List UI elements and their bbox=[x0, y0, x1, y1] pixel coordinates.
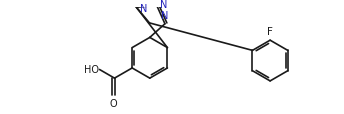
Text: N: N bbox=[160, 0, 168, 10]
Text: F: F bbox=[267, 26, 273, 36]
Text: N: N bbox=[140, 4, 148, 14]
Text: O: O bbox=[110, 98, 117, 108]
Text: HO: HO bbox=[84, 64, 99, 74]
Text: N: N bbox=[161, 11, 169, 21]
